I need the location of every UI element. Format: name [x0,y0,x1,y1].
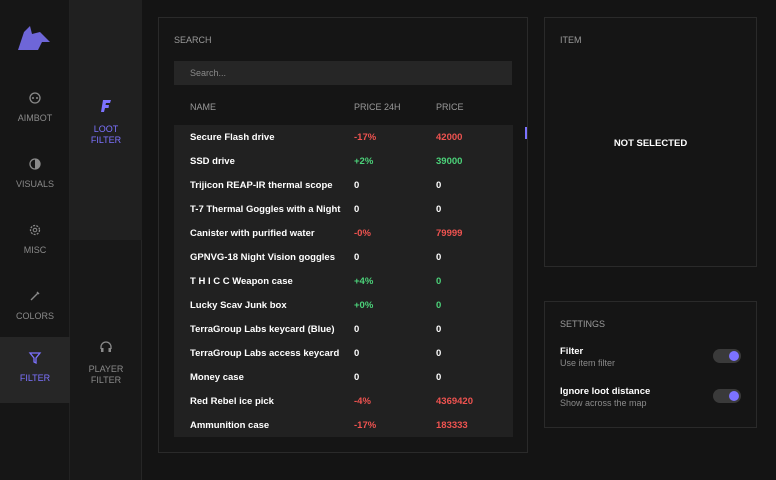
toggle-knob [729,351,739,361]
price: 0 [436,204,442,215]
item-name: GPNVG-18 Night Vision goggles [190,252,335,263]
table-row[interactable]: Lucky Scav Junk box +0% 0 [174,293,513,317]
item-name: T-7 Thermal Goggles with a Night [190,204,341,215]
item-status: NOT SELECTED [613,138,688,149]
price-change: 0 [354,372,360,383]
search-input[interactable]: Search... [174,61,512,85]
price: 42000 [436,132,463,143]
subnav-icon [100,341,112,352]
setting-label: Ignore loot distance [560,386,651,397]
toggle[interactable] [713,349,741,363]
price-change: 0 [354,324,360,335]
nav-item[interactable]: FILTER [0,337,70,403]
price-change: +0% [354,300,374,311]
price-change: -0% [354,228,371,239]
nav-item[interactable]: COLORS [0,275,70,341]
nav-item[interactable]: MISC [0,209,70,275]
item-name: TerraGroup Labs keycard (Blue) [190,324,335,335]
price: 0 [436,252,442,263]
table-row[interactable]: Money case 0 0 [174,365,513,389]
column-header[interactable]: PRICE [436,102,464,112]
item-name: Canister with purified water [190,228,315,239]
toggle-knob [729,391,739,401]
item-name: SSD drive [190,156,235,167]
subnav: LOOT FILTER PLAYER FILTER [70,0,142,480]
price: 0 [436,324,442,335]
price: 0 [436,180,442,191]
nav-label: FILTER [19,373,51,383]
table-body: Secure Flash drive -17% 42000 SSD drive +2% 3… [174,125,513,437]
price: 0 [436,348,442,359]
table-row[interactable]: T-7 Thermal Goggles with a Night 0 0 [174,197,513,221]
table-row[interactable]: Ammunition case -17% 183333 [174,413,513,437]
price: 4369420 [436,396,473,407]
item-panel [544,17,757,267]
price-change: -17% [354,132,377,143]
item-title: ITEM [560,35,582,45]
subnav-item[interactable]: LOOT FILTER [70,0,142,240]
item-name: Secure Flash drive [190,132,275,143]
table-row[interactable]: Secure Flash drive -17% 42000 [174,125,513,149]
price: 0 [436,372,442,383]
column-header[interactable]: PRICE 24H [354,102,401,112]
item-name: Red Rebel ice pick [190,396,274,407]
price: 0 [436,300,442,311]
setting-label: Filter [560,346,584,357]
nav-icon [29,92,41,104]
nav-icon [30,291,40,301]
price: 39000 [436,156,463,167]
column-header[interactable]: NAME [190,102,217,112]
price: 79999 [436,228,463,239]
price-change: 0 [354,204,360,215]
price-change: 0 [354,348,360,359]
price: 183333 [436,420,468,431]
subnav-label: PLAYER FILTER [88,364,124,385]
nav-label: MISC [23,245,47,255]
price: 0 [436,276,442,287]
nav-item[interactable]: VISUALS [0,143,70,209]
logo [18,26,50,50]
nav-item[interactable]: AIMBOT [0,77,70,143]
item-name: Trijicon REAP-IR thermal scope [190,180,333,191]
table-row[interactable]: SSD drive +2% 39000 [174,149,513,173]
item-name: Lucky Scav Junk box [190,300,287,311]
table-row[interactable]: TerraGroup Labs access keycard 0 0 [174,341,513,365]
nav-icon [28,352,42,365]
nav-icon [29,224,41,236]
table-row[interactable]: Canister with purified water -0% 79999 [174,221,513,245]
nav-icon [29,158,41,170]
item-name: T H I C C Weapon case [190,276,293,287]
settings-panel [544,301,757,428]
scrollbar[interactable] [525,127,527,139]
price-change: -4% [354,396,371,407]
search-title: SEARCH [174,35,212,45]
table-row[interactable]: TerraGroup Labs keycard (Blue) 0 0 [174,317,513,341]
item-name: TerraGroup Labs access keycard [190,348,340,359]
nav-label: COLORS [15,311,54,321]
item-name: Ammunition case [190,420,270,431]
subnav-label: LOOT FILTER [90,124,122,145]
subnav-item[interactable]: PLAYER FILTER [70,240,142,480]
table-row[interactable]: GPNVG-18 Night Vision goggles 0 0 [174,245,513,269]
price-change: 0 [354,180,360,191]
price-change: +4% [354,276,374,287]
item-name: Money case [190,372,244,383]
setting-description: Show across the map [560,398,647,408]
table-row[interactable]: Red Rebel ice pick -4% 4369420 [174,389,513,413]
price-change: -17% [354,420,377,431]
nav-label: AIMBOT [17,113,53,123]
table-row[interactable]: Trijicon REAP-IR thermal scope 0 0 [174,173,513,197]
sidebar: AIMBOT VISUALS MISC COLORS FILTER [0,0,70,480]
price-change: 0 [354,252,360,263]
nav-label: VISUALS [15,179,55,189]
toggle[interactable] [713,389,741,403]
table-row[interactable]: T H I C C Weapon case +4% 0 [174,269,513,293]
subnav-icon [101,100,111,112]
setting-description: Use item filter [560,358,616,368]
price-change: +2% [354,156,374,167]
settings-title: SETTINGS [560,319,606,329]
